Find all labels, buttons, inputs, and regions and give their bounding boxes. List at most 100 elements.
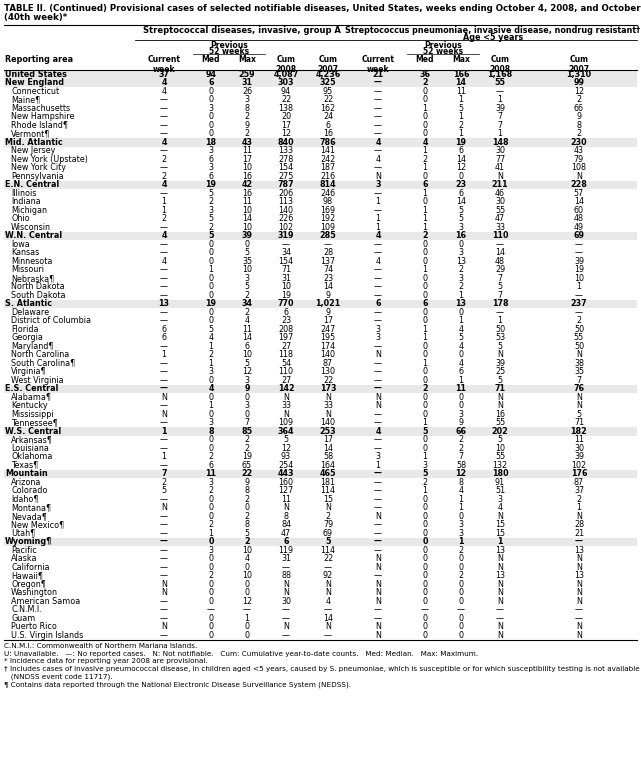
Text: 140: 140	[320, 350, 335, 359]
Text: 6: 6	[326, 121, 331, 130]
Text: 7: 7	[497, 121, 503, 130]
Text: 14: 14	[323, 614, 333, 622]
Text: 28: 28	[323, 248, 333, 257]
Text: 0: 0	[208, 435, 213, 444]
Text: 138: 138	[278, 104, 294, 113]
Bar	[4, 70, 637, 78]
Text: 3: 3	[244, 274, 249, 283]
Text: 10: 10	[242, 350, 252, 359]
Text: Virginia¶: Virginia¶	[11, 367, 47, 376]
Text: N: N	[283, 410, 289, 419]
Text: 3: 3	[208, 104, 213, 113]
Text: —: —	[160, 605, 168, 614]
Text: —: —	[374, 495, 382, 504]
Text: —: —	[160, 631, 168, 640]
Text: 8: 8	[576, 121, 581, 130]
Text: E.S. Central: E.S. Central	[5, 384, 58, 393]
Text: Ohio: Ohio	[11, 214, 29, 223]
Text: 2: 2	[208, 520, 213, 529]
Text: 2: 2	[208, 487, 213, 496]
Text: 31: 31	[242, 78, 253, 87]
Text: 247: 247	[320, 325, 336, 334]
Text: 4: 4	[422, 137, 428, 146]
Text: 66: 66	[574, 104, 584, 113]
Text: 12: 12	[242, 597, 252, 606]
Text: 1: 1	[208, 265, 213, 274]
Text: 0: 0	[244, 410, 249, 419]
Text: Oklahoma: Oklahoma	[11, 452, 53, 461]
Text: 11: 11	[242, 325, 252, 334]
Text: 5: 5	[325, 537, 331, 546]
Text: 0: 0	[422, 291, 428, 300]
Text: 3: 3	[208, 418, 213, 427]
Text: 37: 37	[158, 70, 169, 79]
Text: 0: 0	[208, 562, 213, 572]
Text: 0: 0	[422, 554, 428, 563]
Bar	[4, 300, 637, 308]
Text: 5: 5	[208, 214, 213, 223]
Text: Previous: Previous	[424, 41, 462, 50]
Text: 11: 11	[574, 435, 584, 444]
Text: 13: 13	[495, 572, 505, 580]
Text: 160: 160	[278, 477, 294, 487]
Text: —: —	[374, 546, 382, 555]
Text: N: N	[375, 392, 381, 402]
Text: Age <5 years: Age <5 years	[463, 33, 523, 42]
Text: 109: 109	[278, 418, 294, 427]
Text: N: N	[497, 512, 503, 521]
Text: W.S. Central: W.S. Central	[5, 427, 62, 436]
Text: 43: 43	[574, 146, 584, 156]
Text: 786: 786	[320, 137, 337, 146]
Text: 18: 18	[205, 137, 217, 146]
Text: —: —	[575, 248, 583, 257]
Text: 3: 3	[208, 146, 213, 156]
Text: W.N. Central: W.N. Central	[5, 231, 62, 241]
Text: Maryland¶: Maryland¶	[11, 342, 53, 351]
Text: 132: 132	[492, 461, 508, 470]
Text: Delaware: Delaware	[11, 307, 49, 317]
Text: 6: 6	[422, 180, 428, 189]
Text: 50: 50	[574, 325, 584, 334]
Text: 0: 0	[422, 622, 428, 631]
Text: 0: 0	[422, 350, 428, 359]
Text: 1: 1	[458, 291, 463, 300]
Text: —: —	[457, 605, 465, 614]
Text: Mississippi: Mississippi	[11, 410, 54, 419]
Text: 0: 0	[422, 495, 428, 504]
Text: West Virginia: West Virginia	[11, 376, 63, 385]
Text: 113: 113	[278, 197, 294, 206]
Text: 79: 79	[574, 155, 584, 164]
Text: 0: 0	[208, 376, 213, 385]
Text: Arkansas¶: Arkansas¶	[11, 435, 53, 444]
Text: 34: 34	[281, 248, 291, 257]
Text: 0: 0	[422, 367, 428, 376]
Text: 0: 0	[422, 240, 428, 249]
Text: 0: 0	[458, 580, 463, 589]
Text: 9: 9	[458, 418, 463, 427]
Text: —: —	[374, 572, 382, 580]
Text: 3: 3	[497, 495, 503, 504]
Text: —: —	[496, 240, 504, 249]
Text: 0: 0	[422, 444, 428, 453]
Text: 1: 1	[208, 529, 213, 537]
Text: 23: 23	[323, 274, 333, 283]
Text: 0: 0	[208, 597, 213, 606]
Text: 2: 2	[244, 112, 249, 121]
Text: 1: 1	[422, 206, 428, 215]
Text: 1: 1	[422, 146, 428, 156]
Text: —: —	[374, 487, 382, 496]
Text: Hawaii¶: Hawaii¶	[11, 572, 43, 580]
Text: —: —	[160, 291, 168, 300]
Text: 110: 110	[278, 367, 294, 376]
Text: 108: 108	[572, 163, 587, 172]
Text: 0: 0	[208, 554, 213, 563]
Text: 15: 15	[495, 520, 505, 529]
Bar	[4, 78, 637, 87]
Text: —: —	[160, 282, 168, 291]
Text: —: —	[160, 189, 168, 198]
Text: 42: 42	[242, 180, 253, 189]
Text: 39: 39	[495, 104, 505, 113]
Text: 1: 1	[497, 95, 503, 104]
Text: 102: 102	[278, 222, 294, 231]
Text: —: —	[374, 282, 382, 291]
